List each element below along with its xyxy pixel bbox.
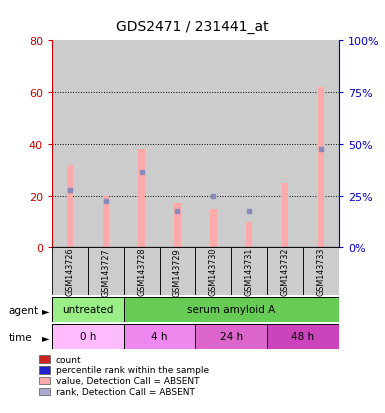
- Text: rank, Detection Call = ABSENT: rank, Detection Call = ABSENT: [56, 387, 195, 396]
- Text: ►: ►: [42, 332, 49, 342]
- Bar: [52, 297, 124, 322]
- Text: GSM143733: GSM143733: [316, 247, 325, 296]
- Bar: [246, 222, 253, 248]
- Bar: [267, 324, 339, 349]
- Bar: [52, 324, 124, 349]
- Bar: [303, 248, 339, 295]
- Bar: [124, 297, 339, 322]
- Bar: [52, 248, 88, 295]
- Bar: [124, 248, 159, 295]
- Bar: [282, 183, 288, 248]
- Text: GSM143726: GSM143726: [65, 247, 74, 296]
- Text: untreated: untreated: [62, 305, 114, 315]
- Text: ►: ►: [42, 306, 49, 316]
- Bar: [195, 41, 231, 248]
- Bar: [102, 196, 109, 248]
- Bar: [318, 88, 324, 248]
- Text: serum amyloid A: serum amyloid A: [187, 305, 275, 315]
- Bar: [124, 41, 159, 248]
- Bar: [303, 41, 339, 248]
- Text: GSM143729: GSM143729: [173, 247, 182, 296]
- Text: GSM143730: GSM143730: [209, 247, 218, 296]
- Bar: [231, 41, 267, 248]
- Bar: [159, 41, 196, 248]
- Text: count: count: [56, 355, 82, 364]
- Text: 24 h: 24 h: [220, 332, 243, 342]
- Text: percentile rank within the sample: percentile rank within the sample: [56, 366, 209, 375]
- Bar: [124, 324, 195, 349]
- Text: 4 h: 4 h: [151, 332, 168, 342]
- Bar: [210, 209, 216, 248]
- Bar: [88, 41, 124, 248]
- Bar: [267, 248, 303, 295]
- Bar: [174, 204, 181, 248]
- Bar: [88, 248, 124, 295]
- Text: value, Detection Call = ABSENT: value, Detection Call = ABSENT: [56, 376, 199, 385]
- Text: GSM143731: GSM143731: [244, 247, 254, 296]
- Text: 48 h: 48 h: [291, 332, 315, 342]
- Bar: [67, 165, 73, 248]
- Bar: [267, 41, 303, 248]
- Bar: [231, 248, 267, 295]
- Text: agent: agent: [8, 306, 38, 316]
- Bar: [138, 150, 145, 248]
- Text: GDS2471 / 231441_at: GDS2471 / 231441_at: [116, 20, 269, 34]
- Text: time: time: [8, 332, 32, 342]
- Bar: [195, 324, 267, 349]
- Text: GSM143727: GSM143727: [101, 247, 110, 296]
- Bar: [159, 248, 196, 295]
- Bar: [52, 41, 88, 248]
- Text: 0 h: 0 h: [80, 332, 96, 342]
- Bar: [195, 248, 231, 295]
- Text: GSM143728: GSM143728: [137, 247, 146, 296]
- Text: GSM143732: GSM143732: [281, 247, 290, 296]
